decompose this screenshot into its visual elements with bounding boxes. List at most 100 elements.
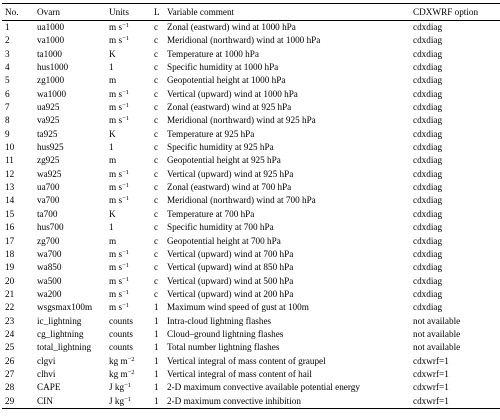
unit-base: J kg bbox=[109, 395, 125, 406]
row-level: 1 bbox=[154, 355, 159, 366]
row-units: 1 bbox=[109, 141, 154, 154]
table-row: 6 wa1000 m s−1 c Vertical (upward) wind at 1… bbox=[2, 88, 500, 101]
row-variable-comment: Meridional (northward) wind at 1000 hPa bbox=[167, 35, 321, 46]
unit-base: 1 bbox=[109, 62, 114, 73]
row-level: c bbox=[154, 195, 159, 206]
row-variable-comment: 2-D maximum convective inhibition bbox=[167, 395, 301, 406]
row-variable-comment: Meridional (northward) wind at 700 hPa bbox=[167, 195, 316, 206]
row-units: m s−1 bbox=[109, 181, 154, 194]
row-level: c bbox=[154, 288, 159, 299]
row-units: counts bbox=[109, 328, 154, 341]
row-no: 8 bbox=[5, 115, 10, 126]
row-cdxwrf-option: cdxdiag bbox=[413, 168, 443, 179]
unit-base: m s bbox=[109, 168, 123, 179]
unit-base: K bbox=[109, 48, 116, 59]
row-no: 13 bbox=[5, 182, 15, 193]
row-cdxwrf-option: cdxwrf=1 bbox=[413, 395, 449, 406]
row-cdxwrf-option: not available bbox=[413, 315, 461, 326]
table-row: 21 wa200 m s−1 c Vertical (upward) wind at 2… bbox=[2, 288, 500, 301]
row-level: c bbox=[154, 35, 159, 46]
row-level: c bbox=[154, 75, 159, 86]
header-cdxwrf-option: CDXWRF option bbox=[413, 7, 479, 17]
row-units: K bbox=[109, 48, 154, 61]
table-row: 2 va1000 m s−1 c Meridional (northward) wind… bbox=[2, 34, 500, 47]
row-units: counts bbox=[109, 315, 154, 328]
row-units: m s−1 bbox=[109, 194, 154, 207]
table-row: 11 zg925 m c Geopotential height at 925 hPa c… bbox=[2, 154, 500, 167]
unit-exponent: −1 bbox=[122, 168, 129, 176]
row-ovarn: va925 bbox=[37, 115, 60, 126]
row-units: m s−1 bbox=[109, 248, 154, 261]
row-no: 22 bbox=[5, 302, 15, 313]
row-units: 1 bbox=[109, 61, 154, 74]
row-units: kg m−2 bbox=[109, 355, 154, 368]
unit-exponent: −1 bbox=[122, 275, 129, 283]
row-level: c bbox=[154, 275, 159, 286]
row-ovarn: va1000 bbox=[37, 35, 65, 46]
row-no: 18 bbox=[5, 248, 15, 259]
unit-base: m s bbox=[109, 182, 123, 193]
row-ovarn: CIN bbox=[37, 395, 53, 406]
row-cdxwrf-option: cdxdiag bbox=[413, 275, 443, 286]
table-row: 10 hus925 1 c Specific humidity at 925 hPa cd… bbox=[2, 141, 500, 154]
row-variable-comment: Specific humidity at 925 hPa bbox=[167, 142, 274, 153]
row-variable-comment: Vertical (upward) wind at 700 hPa bbox=[167, 248, 294, 259]
unit-base: m bbox=[109, 75, 117, 86]
row-variable-comment: Zonal (eastward) wind at 925 hPa bbox=[167, 102, 292, 113]
row-ovarn: wa925 bbox=[37, 168, 62, 179]
row-cdxwrf-option: cdxdiag bbox=[413, 62, 443, 73]
unit-base: counts bbox=[109, 342, 133, 353]
row-cdxwrf-option: not available bbox=[413, 328, 461, 339]
unit-base: counts bbox=[109, 315, 133, 326]
unit-exponent: −1 bbox=[122, 288, 129, 296]
unit-base: m s bbox=[109, 102, 123, 113]
row-level: 1 bbox=[154, 342, 159, 353]
header-row: No. Ovarn Units L Variable comment CDXWR… bbox=[2, 3, 500, 21]
row-ovarn: cg_lightning bbox=[37, 328, 84, 339]
unit-base: K bbox=[109, 128, 116, 139]
table-row: 5 zg1000 m c Geopotential height at 1000 hPa… bbox=[2, 74, 500, 87]
row-no: 16 bbox=[5, 222, 15, 233]
row-cdxwrf-option: cdxdiag bbox=[413, 88, 443, 99]
row-units: K bbox=[109, 208, 154, 221]
row-ovarn: wa700 bbox=[37, 248, 62, 259]
variables-table: No. Ovarn Units L Variable comment CDXWR… bbox=[2, 3, 500, 409]
row-ovarn: ua925 bbox=[37, 102, 60, 113]
table-row: 14 va700 m s−1 c Meridional (northward) wind… bbox=[2, 194, 500, 207]
row-cdxwrf-option: cdxdiag bbox=[413, 35, 443, 46]
row-ovarn: ic_lightning bbox=[37, 315, 82, 326]
row-level: c bbox=[154, 155, 159, 166]
unit-base: m s bbox=[109, 22, 123, 32]
row-no: 15 bbox=[5, 208, 15, 219]
row-level: c bbox=[154, 102, 159, 113]
row-cdxwrf-option: cdxdiag bbox=[413, 235, 443, 246]
row-cdxwrf-option: cdxdiag bbox=[413, 302, 443, 313]
row-level: c bbox=[154, 22, 159, 32]
table-row: 18 wa700 m s−1 c Vertical (upward) wind at 7… bbox=[2, 248, 500, 261]
row-no: 20 bbox=[5, 275, 15, 286]
row-no: 23 bbox=[5, 315, 15, 326]
row-variable-comment: Maximum wind speed of gust at 100m bbox=[167, 302, 309, 313]
header-no: No. bbox=[5, 7, 19, 17]
row-cdxwrf-option: cdxwrf=1 bbox=[413, 368, 449, 379]
table-row: 25 total_lightning counts 1 Total number lig… bbox=[2, 341, 500, 354]
table-body: 1 ua1000 m s−1 c Zonal (eastward) wind at 10… bbox=[2, 21, 500, 409]
unit-exponent: −1 bbox=[122, 88, 129, 96]
row-cdxwrf-option: cdxdiag bbox=[413, 115, 443, 126]
row-units: m s−1 bbox=[109, 88, 154, 101]
row-units: m s−1 bbox=[109, 275, 154, 288]
row-ovarn: ta1000 bbox=[37, 48, 63, 59]
unit-base: J kg bbox=[109, 382, 125, 393]
table-row: 20 wa500 m s−1 c Vertical (upward) wind at 5… bbox=[2, 275, 500, 288]
unit-exponent: −1 bbox=[122, 302, 129, 310]
row-level: 1 bbox=[154, 315, 159, 326]
row-cdxwrf-option: cdxdiag bbox=[413, 222, 443, 233]
row-no: 21 bbox=[5, 288, 15, 299]
row-variable-comment: Geopotential height at 1000 hPa bbox=[167, 75, 286, 86]
row-variable-comment: Vertical (upward) wind at 1000 hPa bbox=[167, 88, 298, 99]
row-cdxwrf-option: cdxdiag bbox=[413, 248, 443, 259]
unit-base: counts bbox=[109, 328, 133, 339]
row-units: m bbox=[109, 74, 154, 87]
